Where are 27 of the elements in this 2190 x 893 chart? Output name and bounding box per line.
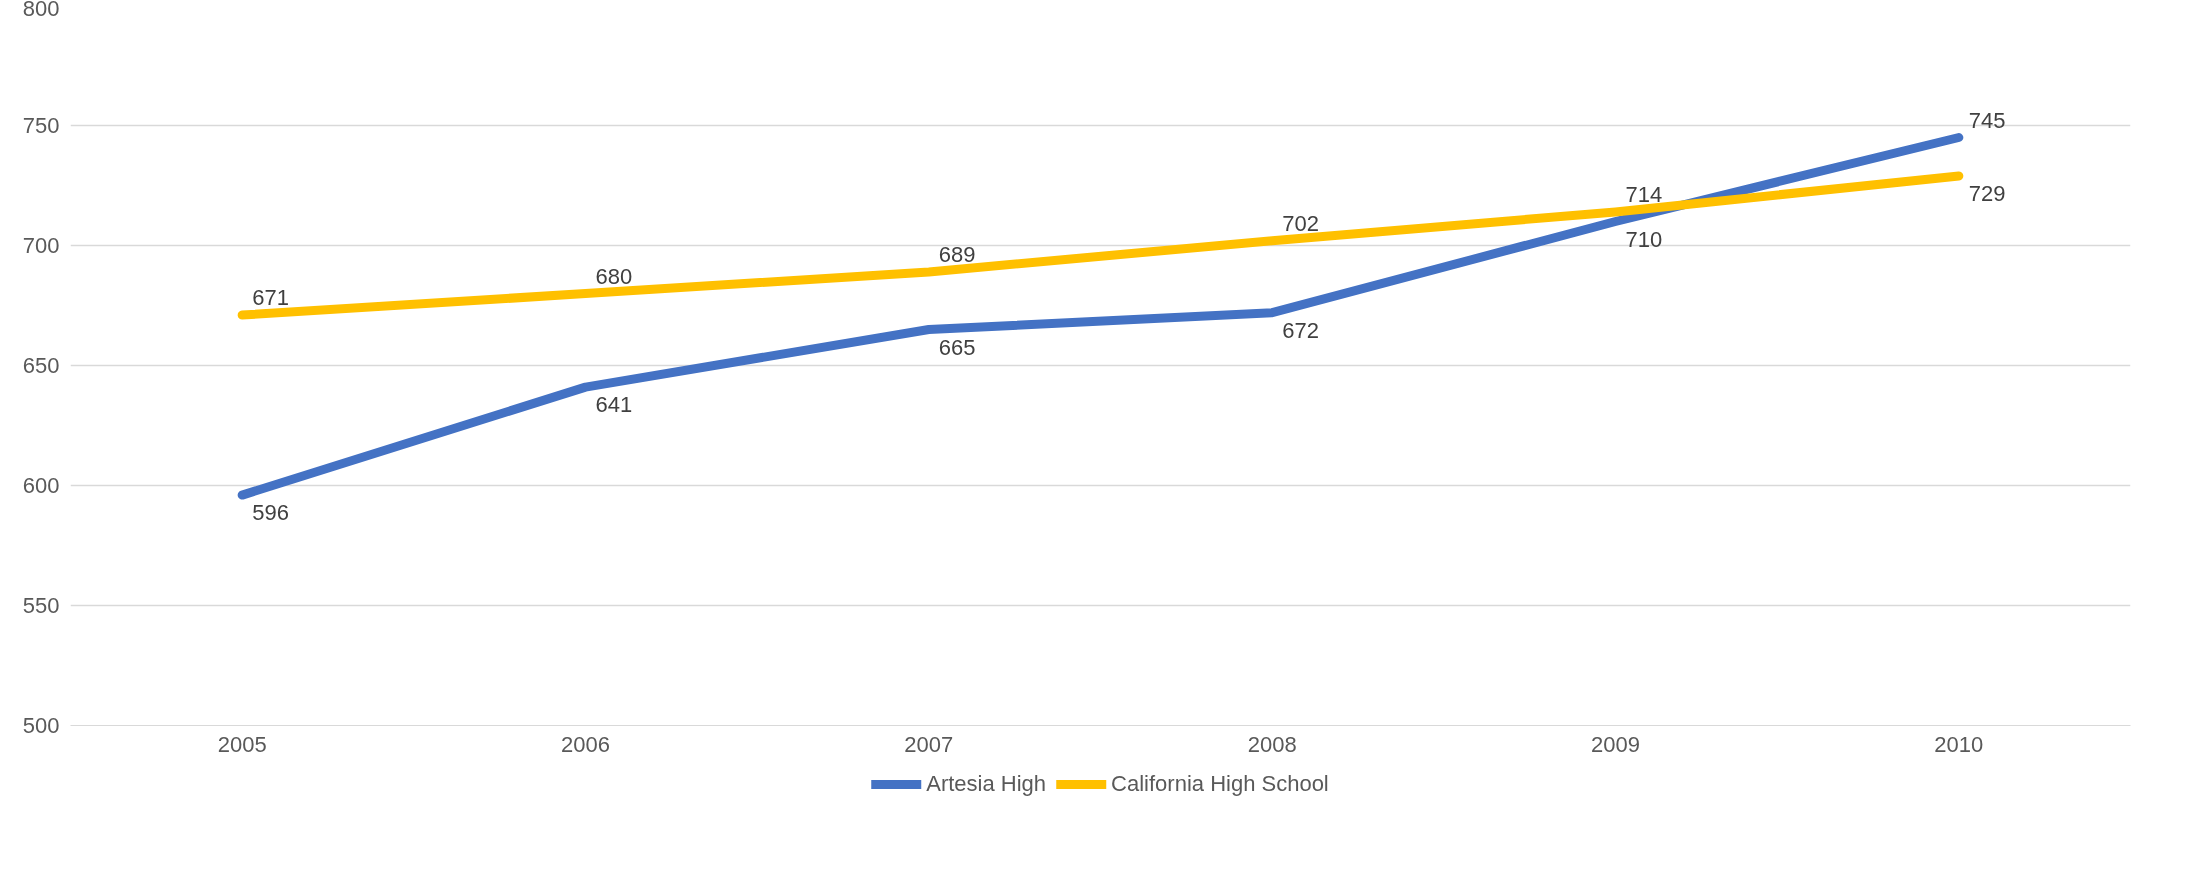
data-label: 745 (1968, 107, 2006, 133)
y-tick-label: 550 (22, 593, 60, 618)
data-label: 680 (595, 263, 633, 289)
x-tick-label: 2010 (1934, 731, 1984, 757)
x-tick-label: 2007 (904, 731, 954, 757)
x-tick-label: 2006 (561, 731, 610, 757)
legend-label: California High School (1111, 771, 1329, 797)
x-tick-label: 2008 (1247, 731, 1297, 757)
data-label: 729 (1968, 180, 2006, 206)
y-tick-label: 800 (22, 0, 60, 21)
x-tick-label: 2005 (217, 731, 267, 757)
data-label: 689 (938, 241, 976, 267)
legend-label: Artesia High (926, 771, 1047, 797)
data-label: 702 (1282, 210, 1319, 236)
y-tick-label: 600 (22, 473, 60, 498)
data-label: 641 (595, 392, 633, 418)
y-tick-label: 750 (22, 113, 60, 138)
data-label: 596 (252, 500, 289, 526)
y-tick-label: 700 (22, 233, 60, 258)
y-tick-label: 500 (22, 713, 60, 738)
data-label: 714 (1625, 181, 1663, 207)
y-tick-label: 650 (22, 353, 60, 378)
data-label: 671 (252, 285, 289, 311)
data-label: 710 (1625, 226, 1663, 252)
x-tick-label: 2009 (1591, 731, 1640, 757)
data-label: 665 (938, 334, 976, 360)
data-label: 672 (1282, 317, 1319, 343)
